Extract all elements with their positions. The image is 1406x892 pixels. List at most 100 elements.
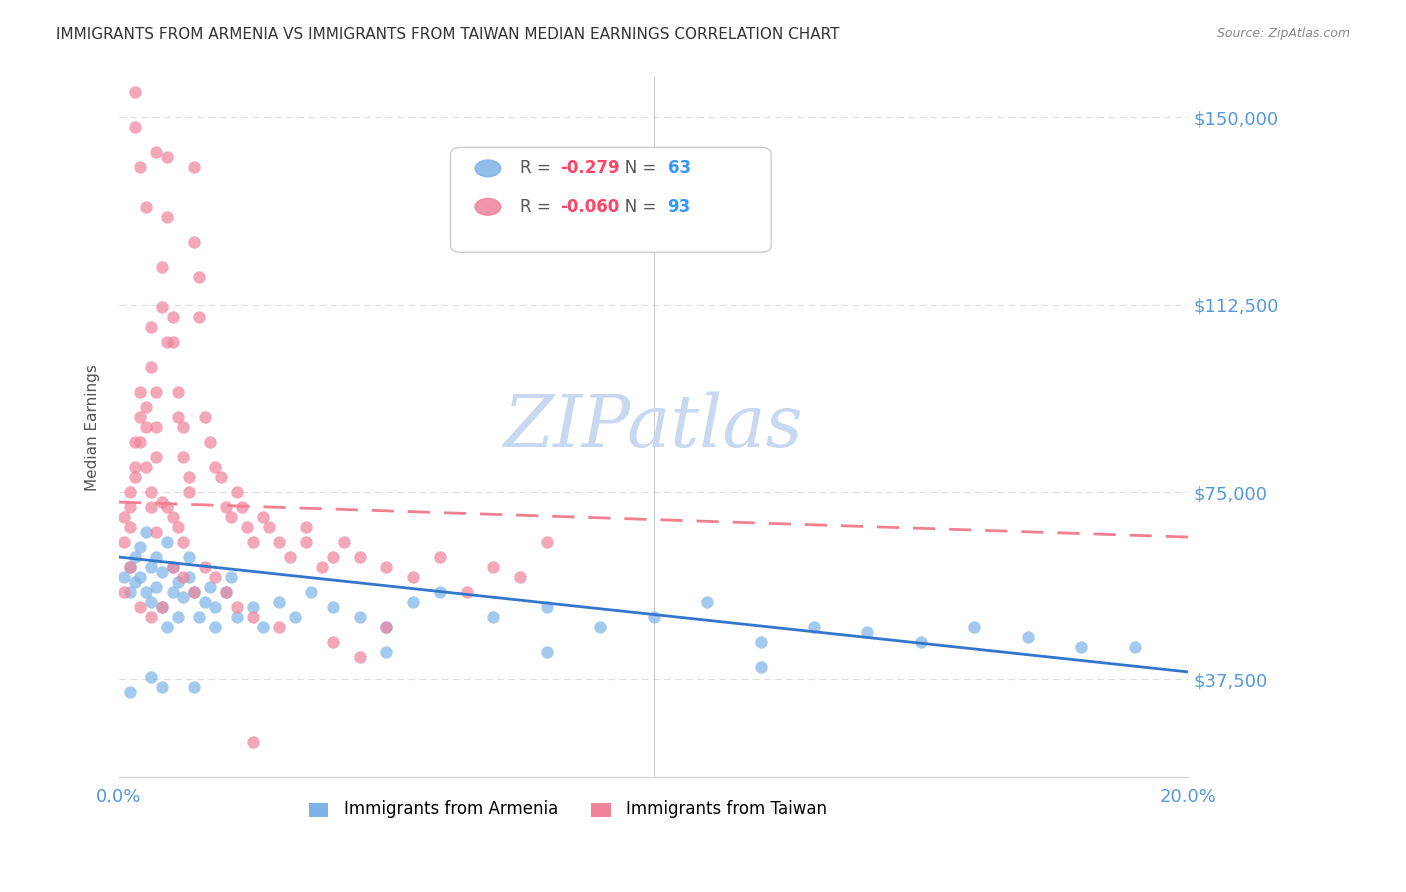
Point (166, 610, 188, 624)
Point (375, 620, 398, 634)
Point (194, 595, 217, 609)
Point (118, 500, 141, 514)
FancyBboxPatch shape (450, 147, 772, 252)
Point (150, 300, 173, 314)
Point (150, 260, 173, 275)
Point (124, 470, 146, 484)
Point (1123, 640, 1146, 654)
Point (236, 520, 259, 534)
Point (278, 549, 301, 564)
Point (589, 620, 612, 634)
Text: ZIPatlas: ZIPatlas (503, 392, 803, 462)
Circle shape (475, 160, 501, 177)
Point (135, 524, 157, 539)
Point (643, 610, 665, 624)
Point (322, 599, 344, 614)
Point (225, 485, 247, 500)
Point (322, 549, 344, 564)
Point (139, 610, 162, 624)
Point (311, 560, 333, 574)
Point (150, 680, 173, 694)
Point (150, 565, 173, 579)
Point (135, 400, 157, 414)
Point (118, 560, 141, 574)
Point (129, 570, 152, 584)
Point (118, 685, 141, 699)
Point (231, 500, 253, 514)
Point (177, 470, 200, 484)
Point (1017, 630, 1039, 644)
Point (162, 335, 184, 350)
Point (183, 161, 205, 175)
Point (162, 560, 184, 574)
Point (215, 500, 238, 514)
Point (194, 560, 217, 574)
Point (124, 435, 146, 450)
Point (156, 620, 179, 634)
Point (118, 485, 141, 500)
Point (225, 599, 247, 614)
Point (139, 670, 162, 684)
Point (172, 570, 194, 584)
Point (135, 420, 157, 434)
Point (183, 680, 205, 694)
Point (803, 620, 825, 634)
Point (221, 510, 243, 524)
Point (156, 335, 179, 350)
Point (198, 580, 221, 594)
Text: R =: R = (520, 160, 555, 178)
Point (145, 145, 167, 160)
Point (139, 360, 162, 375)
Text: N =: N = (609, 198, 661, 216)
Point (242, 535, 264, 549)
Point (156, 535, 179, 549)
Point (696, 595, 718, 609)
Point (194, 410, 217, 425)
Point (536, 535, 558, 549)
Point (1070, 640, 1092, 654)
Point (112, 510, 135, 524)
Point (129, 410, 152, 425)
Point (910, 635, 932, 649)
Point (129, 161, 152, 175)
Point (172, 420, 194, 434)
Point (257, 520, 280, 534)
Text: -0.279: -0.279 (561, 160, 620, 178)
Point (135, 460, 157, 475)
Point (124, 549, 146, 564)
Point (139, 595, 162, 609)
Point (172, 590, 194, 604)
Point (215, 585, 238, 599)
Point (295, 535, 318, 549)
Point (145, 450, 167, 464)
Point (118, 520, 141, 534)
Point (129, 435, 152, 450)
Point (145, 524, 167, 539)
Point (375, 645, 398, 659)
Point (145, 385, 167, 400)
Point (242, 599, 264, 614)
Point (112, 585, 135, 599)
Point (204, 460, 226, 475)
Text: 93: 93 (668, 198, 690, 216)
Point (204, 599, 226, 614)
Point (749, 635, 772, 649)
Point (162, 560, 184, 574)
Point (402, 595, 425, 609)
Text: -0.060: -0.060 (561, 198, 620, 216)
Point (112, 535, 135, 549)
Point (252, 620, 274, 634)
Point (375, 620, 398, 634)
Point (124, 86, 146, 100)
Text: IMMIGRANTS FROM ARMENIA VS IMMIGRANTS FROM TAIWAN MEDIAN EARNINGS CORRELATION CH: IMMIGRANTS FROM ARMENIA VS IMMIGRANTS FR… (56, 27, 839, 42)
Point (129, 540, 152, 554)
Point (856, 625, 879, 640)
Legend: Immigrants from Armenia, Immigrants from Taiwan: Immigrants from Armenia, Immigrants from… (302, 793, 834, 824)
Point (177, 570, 200, 584)
Point (221, 570, 243, 584)
Point (349, 610, 371, 624)
Point (156, 150, 179, 164)
Point (150, 599, 173, 614)
Point (139, 560, 162, 574)
Point (166, 520, 188, 534)
